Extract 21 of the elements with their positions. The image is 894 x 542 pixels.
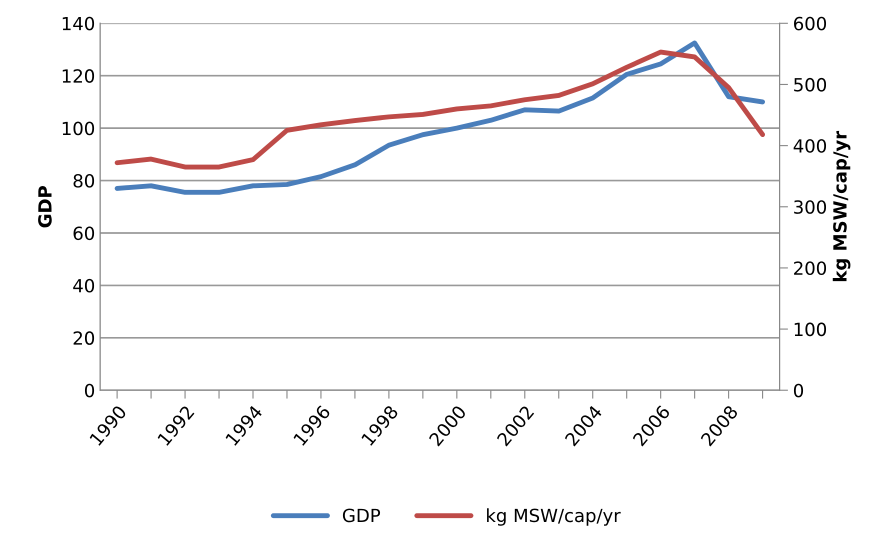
y-tick-label: 80 xyxy=(74,174,94,188)
y2-axis-title: kg MSW/cap/yr xyxy=(832,130,850,282)
y-axis-title: GDP xyxy=(38,186,52,228)
y-tick-label: 120 xyxy=(62,69,94,83)
y2-tick-label: 200 xyxy=(794,261,826,276)
y2-tick-label: 300 xyxy=(794,200,826,214)
y2-tick-label: 600 xyxy=(794,16,826,30)
y-tick-label: 60 xyxy=(74,226,94,240)
y2-tick-label: 100 xyxy=(794,322,826,336)
line-series xyxy=(114,50,766,170)
y2-tick-label: 500 xyxy=(794,78,826,92)
y-tick-label: 100 xyxy=(62,122,94,136)
y-tick-label: 0 xyxy=(84,384,94,398)
y2-tick-label: 400 xyxy=(794,139,826,153)
y-tick-label: 140 xyxy=(62,16,94,30)
line-series xyxy=(114,40,766,195)
legend-label: kg MSW/cap/yr xyxy=(487,508,621,526)
legend-label: GDP xyxy=(342,508,380,522)
y-tick-label: 40 xyxy=(73,278,94,293)
y2-tick-label: 0 xyxy=(794,384,804,398)
y-tick-label: 20 xyxy=(74,331,94,345)
